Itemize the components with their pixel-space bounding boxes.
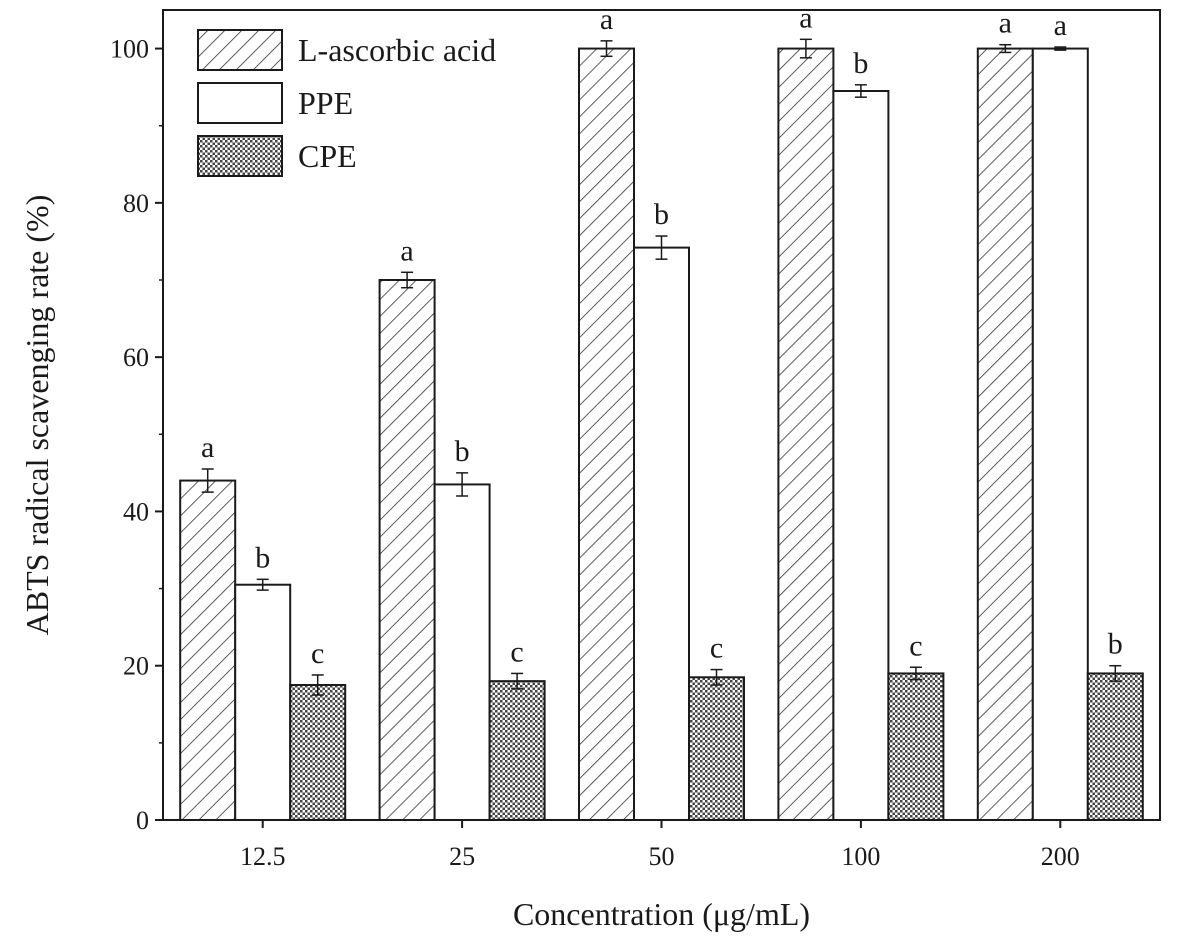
x-axis-title: Concentration (μg/mL) (513, 896, 810, 932)
y-tick-label: 80 (123, 189, 149, 218)
x-tick-label: 50 (649, 842, 675, 871)
bar-cpe-100 (887, 672, 945, 822)
legend-swatch (197, 82, 283, 124)
significance-label: a (600, 3, 613, 36)
plot-frame (162, 9, 1161, 821)
x-tick-label: 12.5 (240, 842, 286, 871)
significance-label: c (311, 637, 324, 670)
bar-l-ascorbic-acid-200 (976, 47, 1034, 822)
bar-cpe-200 (1086, 672, 1144, 822)
significance-label: a (1054, 9, 1067, 42)
bar-ppe-12_5 (234, 583, 292, 822)
significance-label: c (909, 629, 922, 662)
legend-label: PPE (298, 85, 353, 121)
bar-l-ascorbic-acid-100 (777, 47, 835, 822)
bar-l-ascorbic-acid-12_5 (179, 479, 237, 821)
bar-l-ascorbic-acid-50 (578, 47, 635, 822)
bar-cpe-25 (488, 680, 546, 822)
significance-label: c (510, 635, 523, 668)
y-tick-label: 40 (123, 497, 149, 526)
significance-label: b (1108, 628, 1123, 661)
y-tick-label: 20 (123, 652, 149, 681)
bar-cpe-12_5 (289, 684, 347, 821)
bar-cpe-50 (688, 676, 745, 821)
legend: L-ascorbic acid PPE CPE (197, 29, 496, 177)
bar-l-ascorbic-acid-25 (378, 279, 436, 821)
significance-label: a (400, 234, 413, 267)
axes-layer: 12.5 25 50 100 200 0 20 40 60 80 100 (110, 9, 1161, 871)
bar-ppe-25 (433, 483, 491, 821)
significance-label: a (999, 7, 1012, 40)
bar-ppe-200 (1031, 47, 1089, 822)
legend-swatch (197, 135, 283, 177)
significance-label: b (853, 47, 868, 80)
x-tick-label: 100 (841, 842, 880, 871)
significance-label: a (799, 1, 812, 34)
x-tick-label: 200 (1041, 842, 1080, 871)
significance-label: b (654, 198, 669, 231)
y-tick-label: 60 (123, 343, 149, 372)
legend-swatch (197, 29, 283, 71)
legend-label: CPE (298, 138, 357, 174)
bars-layer: a b c a b c a b c a b c a a b (179, 1, 1144, 822)
significance-label: a (201, 431, 214, 464)
bar-ppe-50 (633, 246, 690, 822)
y-tick-label: 100 (110, 35, 149, 64)
x-tick-label: 25 (449, 842, 475, 871)
significance-label: b (255, 541, 270, 574)
significance-label: c (710, 632, 723, 665)
bar-ppe-100 (832, 90, 890, 821)
y-axis-title: ABTS radical scavenging rate (%) (19, 195, 55, 636)
significance-label: b (455, 435, 470, 468)
legend-label: L-ascorbic acid (298, 32, 496, 68)
y-tick-label: 0 (136, 806, 149, 835)
